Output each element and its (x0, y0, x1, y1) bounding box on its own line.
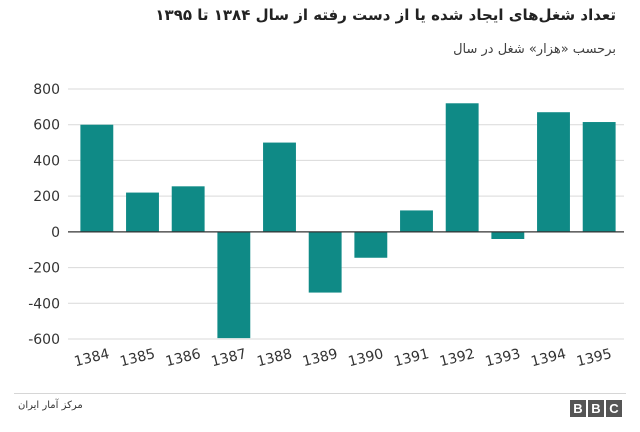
x-tick-label: 1394 (529, 346, 568, 370)
y-tick-label: 400 (33, 153, 60, 169)
footer-divider (14, 393, 626, 394)
bar-1388 (263, 142, 296, 232)
bar-1387 (217, 231, 251, 339)
bar-1391 (400, 210, 433, 232)
x-tick-label: 1384 (73, 346, 112, 370)
x-tick-label: 1392 (438, 346, 476, 370)
y-tick-label: -200 (28, 261, 60, 277)
x-tick-label: 1385 (118, 346, 156, 370)
bar-1390 (354, 231, 388, 258)
y-tick-label: 600 (33, 118, 60, 134)
x-tick-label: 1387 (210, 346, 248, 370)
y-tick-label: -400 (28, 296, 60, 312)
x-tick-label: 1390 (347, 346, 385, 370)
bar-1384 (80, 124, 114, 232)
x-tick-label: 1386 (164, 346, 203, 370)
bar-1394 (537, 112, 570, 232)
x-tick-label: 1393 (484, 346, 522, 370)
bar-1393 (491, 231, 525, 239)
x-tick-label: 1391 (392, 346, 430, 370)
chart-title: تعداد شغل‌های ایجاد شده یا از دست رفته ا… (155, 6, 616, 24)
bar-chart: 800 600 400 200 0 -200 -400 -600 1384 1385 1386 138… (28, 82, 624, 370)
bar-1389 (308, 231, 342, 293)
x-tick-label: 1388 (255, 346, 293, 370)
chart-subtitle: برحسب «هزار» شغل در سال (453, 42, 616, 57)
y-tick-label: -600 (28, 332, 60, 348)
y-tick-label: 200 (33, 189, 60, 205)
bar-1386 (171, 186, 205, 232)
bar-1395 (582, 122, 616, 232)
x-tick-label: 1395 (575, 346, 613, 370)
bar-1385 (126, 192, 159, 232)
y-tick-label: 0 (51, 225, 60, 241)
source-credit: مرکز آمار ایران (18, 400, 83, 411)
x-tick-label: 1389 (301, 346, 339, 370)
bbc-logo: B B C (570, 400, 622, 417)
bbc-logo-letter-1: B (570, 400, 586, 417)
bbc-logo-letter-3: C (606, 400, 622, 417)
bbc-logo-letter-2: B (588, 400, 604, 417)
bar-1392 (445, 103, 479, 232)
y-tick-label: 800 (33, 82, 60, 98)
